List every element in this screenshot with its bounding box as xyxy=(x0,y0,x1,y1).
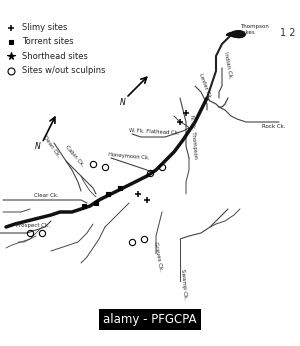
Text: Indian Ck.: Indian Ck. xyxy=(224,51,233,79)
Text: Shorthead sites: Shorthead sites xyxy=(22,52,88,61)
Polygon shape xyxy=(226,31,245,38)
Text: Slimy sites: Slimy sites xyxy=(22,23,68,32)
Text: Rock Ck.: Rock Ck. xyxy=(262,124,286,129)
Text: Thompson
Lakes: Thompson Lakes xyxy=(240,24,269,35)
Text: Clear Ck.: Clear Ck. xyxy=(34,193,59,198)
Text: Prospect Ck.: Prospect Ck. xyxy=(16,223,50,228)
Text: Sites w/out sculpins: Sites w/out sculpins xyxy=(22,66,106,75)
Text: N: N xyxy=(35,142,41,151)
Text: W. Fk. Flathead Ck.: W. Fk. Flathead Ck. xyxy=(129,128,180,135)
Text: Graves Ck.: Graves Ck. xyxy=(153,242,163,272)
Text: N: N xyxy=(119,98,125,107)
Text: Cabin Ck.: Cabin Ck. xyxy=(64,145,85,168)
Text: Lester Ck.: Lester Ck. xyxy=(198,72,212,100)
Text: Torrent sites: Torrent sites xyxy=(22,37,74,46)
Text: N. Fk. Thompson: N. Fk. Thompson xyxy=(189,115,198,159)
Text: alamy - PFGCPA: alamy - PFGCPA xyxy=(103,313,197,326)
Text: Honeymoon Ck.: Honeymoon Ck. xyxy=(108,152,150,161)
Text: Dean Ck.: Dean Ck. xyxy=(42,134,61,158)
Text: Swamp Ck.: Swamp Ck. xyxy=(180,268,188,300)
Text: 1 2: 1 2 xyxy=(280,27,296,37)
